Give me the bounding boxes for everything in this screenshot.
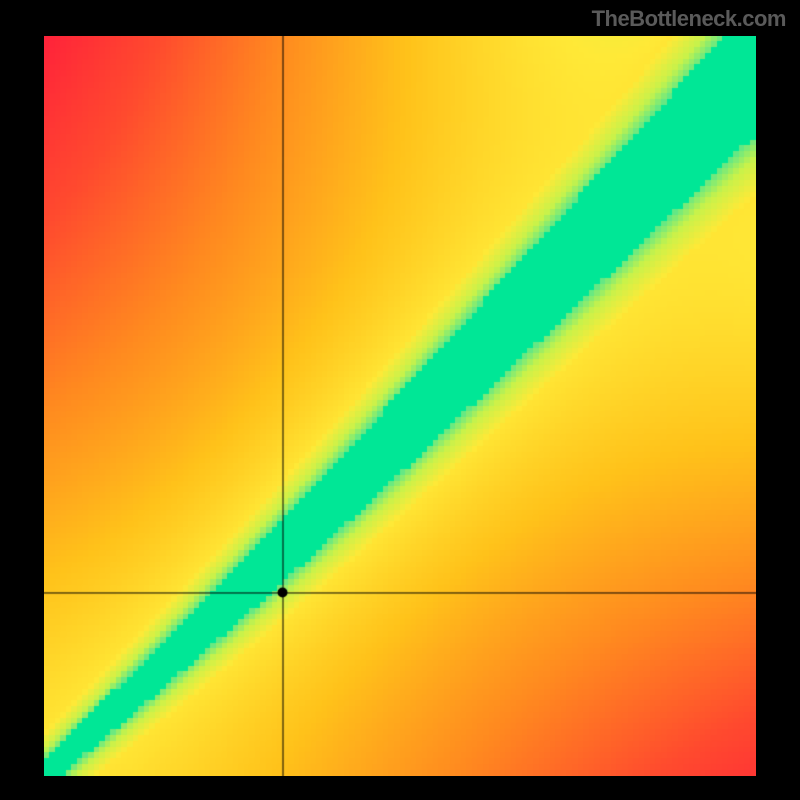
watermark-text: TheBottleneck.com: [592, 6, 786, 32]
bottleneck-heatmap: [44, 36, 756, 776]
chart-container: TheBottleneck.com: [0, 0, 800, 800]
